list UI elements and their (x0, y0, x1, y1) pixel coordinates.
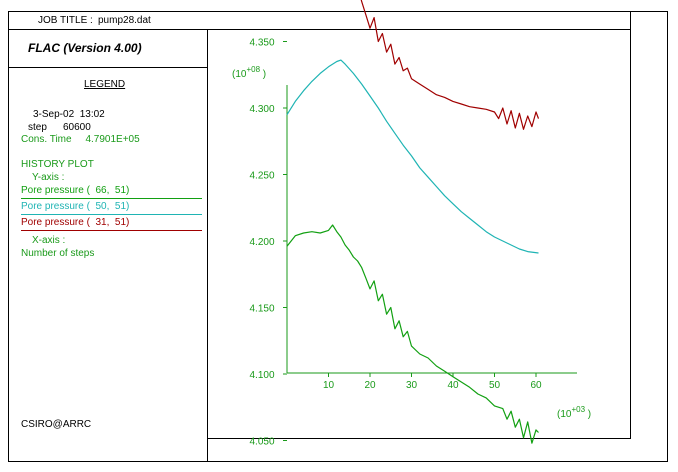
y-unit-label: (10+08 ) (232, 65, 266, 80)
header-divider (8, 29, 630, 30)
footer-org: CSIRO@ARRC (21, 419, 92, 430)
x-tick-label-3: 40 (447, 380, 459, 391)
series-line-2 (286, 59, 539, 254)
frame-bottom (8, 461, 668, 462)
job-title-label: JOB TITLE : (38, 15, 93, 26)
x-tick-label-1: 20 (364, 380, 376, 391)
legend-series-2: Pore pressure ( 50, 51) (21, 201, 130, 212)
job-title-value: pump28.dat (98, 15, 151, 26)
legend-x-axis: X-axis : (32, 235, 66, 246)
legend-series-2-line (21, 214, 202, 215)
x-tick-label-0: 10 (323, 380, 335, 391)
legend-x-axis-value: Number of steps (21, 248, 95, 259)
y-tick-label-6: 4.350 (249, 38, 274, 49)
frame-left (8, 11, 9, 462)
legend-series-3: Pore pressure ( 31, 51) (21, 217, 130, 228)
x-tick-label-4: 50 (489, 380, 501, 391)
legend-y-axis: Y-axis : (32, 172, 65, 183)
frame-right (667, 11, 668, 462)
y-tick-label-3: 4.200 (249, 237, 274, 248)
legend-history-plot: HISTORY PLOT (21, 159, 94, 170)
y-tick-label-4: 4.250 (249, 171, 274, 182)
legend-divider (207, 29, 208, 462)
x-tick-label-5: 60 (530, 380, 542, 391)
legend-date: 3-Sep-02 13:02 (33, 109, 105, 120)
legend-step-value: 60600 (63, 122, 91, 133)
plot-area-bottom (207, 438, 631, 439)
frame-top (8, 11, 668, 12)
y-tick-label-5: 4.300 (249, 104, 274, 115)
series-line-3 (360, 0, 540, 130)
y-tick-label-2: 4.150 (249, 304, 274, 315)
legend-title: LEGEND (84, 79, 126, 90)
legend-series-1-line (21, 198, 202, 199)
y-tick-label-0: 4.050 (249, 437, 274, 448)
y-tick-label-1: 4.100 (249, 370, 274, 381)
legend-cons-time: Cons. Time 4.7901E+05 (21, 134, 140, 145)
title-divider (8, 67, 208, 68)
program-title: FLAC (Version 4.00) (28, 41, 142, 55)
legend-series-1: Pore pressure ( 66, 51) (21, 185, 130, 196)
legend-step-label: step (28, 122, 47, 133)
series-line-1 (286, 224, 539, 444)
plot-area-right (630, 11, 631, 439)
x-unit-label: (10+03 ) (557, 405, 591, 420)
legend-series-3-line (21, 230, 202, 231)
x-tick-label-2: 30 (406, 380, 418, 391)
